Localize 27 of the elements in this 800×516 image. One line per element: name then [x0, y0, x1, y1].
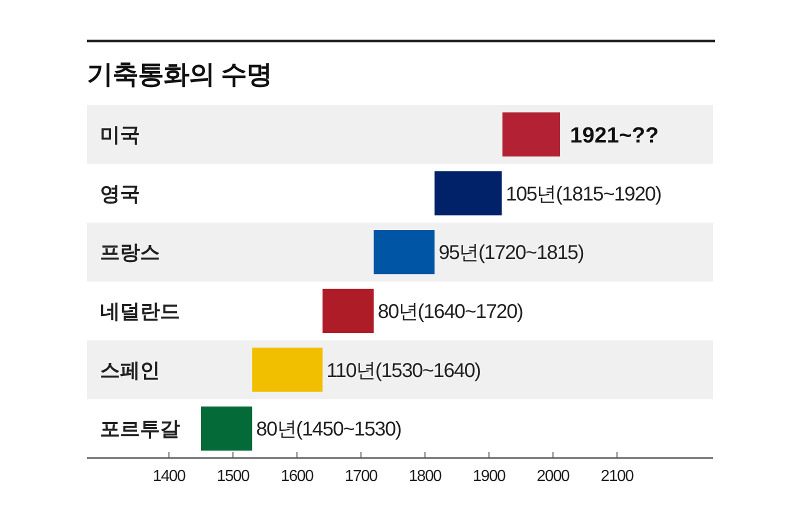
y-tick-label: 스페인 [100, 360, 160, 382]
annotation: 1921~?? [570, 122, 659, 148]
y-tick-label: 포르투갈 [100, 418, 180, 441]
bar [374, 230, 435, 274]
x-tick-label: 1900 [472, 468, 506, 485]
bar [200, 406, 252, 451]
data-label: 105년(1815~1920) [506, 183, 662, 206]
x-tick-label: 1500 [216, 468, 250, 485]
y-tick-label: 영국 [100, 183, 140, 206]
y-tick-label: 미국 [100, 124, 140, 146]
y-tick-label: 네덜란드 [100, 300, 180, 323]
chart-title: 기축통화의 수명 [87, 59, 272, 89]
x-tick-label: 2100 [600, 468, 634, 485]
x-tick-label: 2000 [536, 468, 570, 485]
data-label: 80년(1450~1530) [256, 418, 402, 441]
x-tick-label: 1700 [344, 468, 378, 485]
bar [252, 348, 323, 392]
data-label: 95년(1720~1815) [438, 242, 584, 264]
data-label: 80년(1640~1720) [378, 300, 523, 323]
x-tick-label: 1600 [280, 468, 314, 485]
bar [434, 171, 502, 216]
x-tick-label: 1800 [408, 468, 442, 485]
y-tick-label: 프랑스 [100, 242, 160, 264]
x-tick-label: 1400 [152, 468, 186, 485]
data-label: 110년(1530~1640) [326, 360, 481, 382]
bar [502, 112, 560, 156]
bar [322, 288, 374, 333]
